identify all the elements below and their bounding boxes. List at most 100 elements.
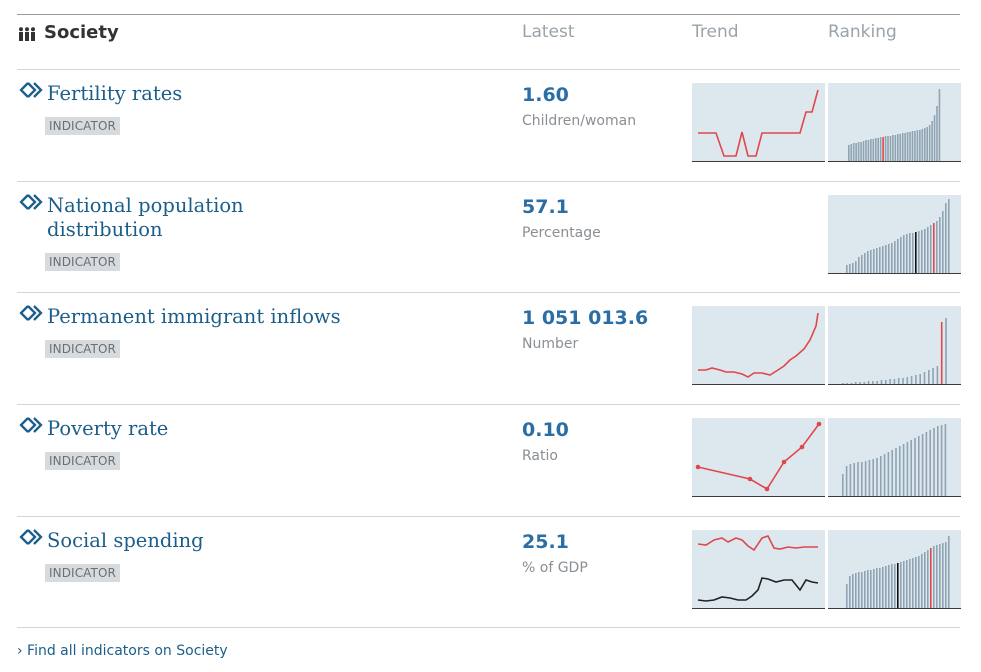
ranking-bar <box>867 570 869 608</box>
ranking-bar <box>912 558 914 608</box>
ranking-bar <box>870 570 872 608</box>
ranking-bar <box>923 128 926 161</box>
ranking-bars <box>846 199 950 273</box>
ranking-bar <box>870 250 872 273</box>
ranking-bar <box>894 564 896 608</box>
ranking-bar <box>903 561 905 608</box>
ranking-bar <box>930 548 932 608</box>
double-chevron-icon[interactable] <box>19 417 43 437</box>
ranking-bar <box>891 450 893 496</box>
ranking-bar <box>912 233 914 273</box>
indicator-row-population: National population distribution INDICAT… <box>17 181 961 293</box>
trend-chart[interactable] <box>692 83 825 162</box>
ranking-bar <box>864 571 866 608</box>
ranking-bar <box>872 139 875 161</box>
ranking-bar <box>944 424 947 496</box>
ranking-chart[interactable] <box>828 195 961 274</box>
ranking-bar <box>882 137 884 161</box>
find-all-indicators-link[interactable]: › Find all indicators on Society <box>17 643 228 659</box>
ranking-bar <box>861 572 863 608</box>
section-header: Society Latest Trend Ranking <box>0 15 981 69</box>
indicator-badge[interactable]: INDICATOR <box>45 340 120 358</box>
ranking-bars <box>848 89 941 161</box>
section-title: Society <box>18 22 119 43</box>
ranking-bar <box>888 244 890 273</box>
ranking-bars <box>846 536 950 608</box>
ranking-bar <box>924 229 926 273</box>
ranking-chart[interactable] <box>828 83 961 162</box>
ranking-bar <box>849 576 851 608</box>
double-chevron-icon[interactable] <box>19 82 43 102</box>
ranking-bar <box>928 125 931 161</box>
ranking-bar <box>894 241 896 273</box>
latest-value: 1.60 <box>522 84 569 106</box>
ranking-bar <box>852 143 855 161</box>
ranking-bar <box>852 263 854 273</box>
ranking-bar <box>939 544 941 608</box>
ranking-bar <box>915 375 917 384</box>
ranking-bar <box>859 382 861 384</box>
ranking-bar <box>921 230 923 273</box>
indicator-badge[interactable]: INDICATOR <box>45 253 120 271</box>
ranking-bar <box>863 382 866 384</box>
ranking-bar <box>906 234 908 273</box>
ranking-bar <box>876 248 878 273</box>
double-chevron-icon[interactable] <box>19 194 43 214</box>
ranking-bar <box>860 142 862 161</box>
indicator-link-fertility[interactable]: Fertility rates <box>47 82 183 105</box>
ranking-bar <box>872 459 874 496</box>
ranking-bar <box>884 136 887 161</box>
indicator-row-fertility: Fertility rates INDICATOR 1.60 Children/… <box>17 69 961 182</box>
indicator-link-social-spending[interactable]: Social spending <box>47 529 204 552</box>
ranking-bar <box>882 246 884 273</box>
ranking-bar <box>862 141 865 161</box>
ranking-bar <box>900 237 902 273</box>
ranking-bar <box>876 568 878 608</box>
indicator-badge[interactable]: INDICATOR <box>45 564 120 582</box>
ranking-bar <box>909 233 911 273</box>
trend-chart[interactable] <box>692 530 825 609</box>
ranking-bar <box>918 436 920 496</box>
ranking-bar <box>899 134 902 161</box>
ranking-chart[interactable] <box>828 418 961 497</box>
ranking-bar <box>915 232 917 273</box>
ranking-bar <box>855 573 857 608</box>
indicator-link-immigrant[interactable]: Permanent immigrant inflows <box>47 305 341 328</box>
ranking-bar <box>873 569 875 608</box>
indicator-link-poverty[interactable]: Poverty rate <box>47 417 169 440</box>
ranking-bar <box>842 383 844 384</box>
ranking-bar <box>842 474 844 496</box>
ranking-bar <box>864 253 866 273</box>
ranking-bars <box>842 424 947 496</box>
ranking-bar <box>906 377 909 384</box>
indicator-row-social-spending: Social spending INDICATOR 25.1 % of GDP <box>17 516 961 628</box>
ranking-bar <box>945 318 947 384</box>
ranking-bar <box>855 143 857 161</box>
ranking-bar <box>888 565 890 608</box>
double-chevron-icon[interactable] <box>19 305 43 325</box>
ranking-bar <box>874 138 877 161</box>
ranking-chart[interactable] <box>828 306 961 385</box>
ranking-bar <box>924 552 926 608</box>
ranking-bar <box>848 145 850 161</box>
indicator-link-population[interactable]: National population distribution <box>47 194 244 241</box>
indicator-badge[interactable]: INDICATOR <box>45 117 120 135</box>
ranking-bar <box>904 133 906 161</box>
trend-chart[interactable] <box>692 306 825 385</box>
ranking-bar <box>889 379 891 384</box>
indicator-badge[interactable]: INDICATOR <box>45 452 120 470</box>
ranking-bar <box>850 383 853 384</box>
ranking-bar <box>919 374 921 384</box>
trend-chart[interactable] <box>692 418 825 497</box>
double-chevron-icon[interactable] <box>19 529 43 549</box>
ranking-bar <box>914 131 916 161</box>
ranking-bar <box>921 554 923 608</box>
ranking-bar <box>942 211 944 273</box>
ranking-bar <box>846 584 848 608</box>
latest-unit: % of GDP <box>522 560 588 576</box>
people-icon <box>18 25 36 41</box>
ranking-bar <box>887 136 889 161</box>
ranking-chart[interactable] <box>828 530 961 609</box>
ranking-bar <box>879 137 882 161</box>
ranking-bar <box>885 245 887 273</box>
